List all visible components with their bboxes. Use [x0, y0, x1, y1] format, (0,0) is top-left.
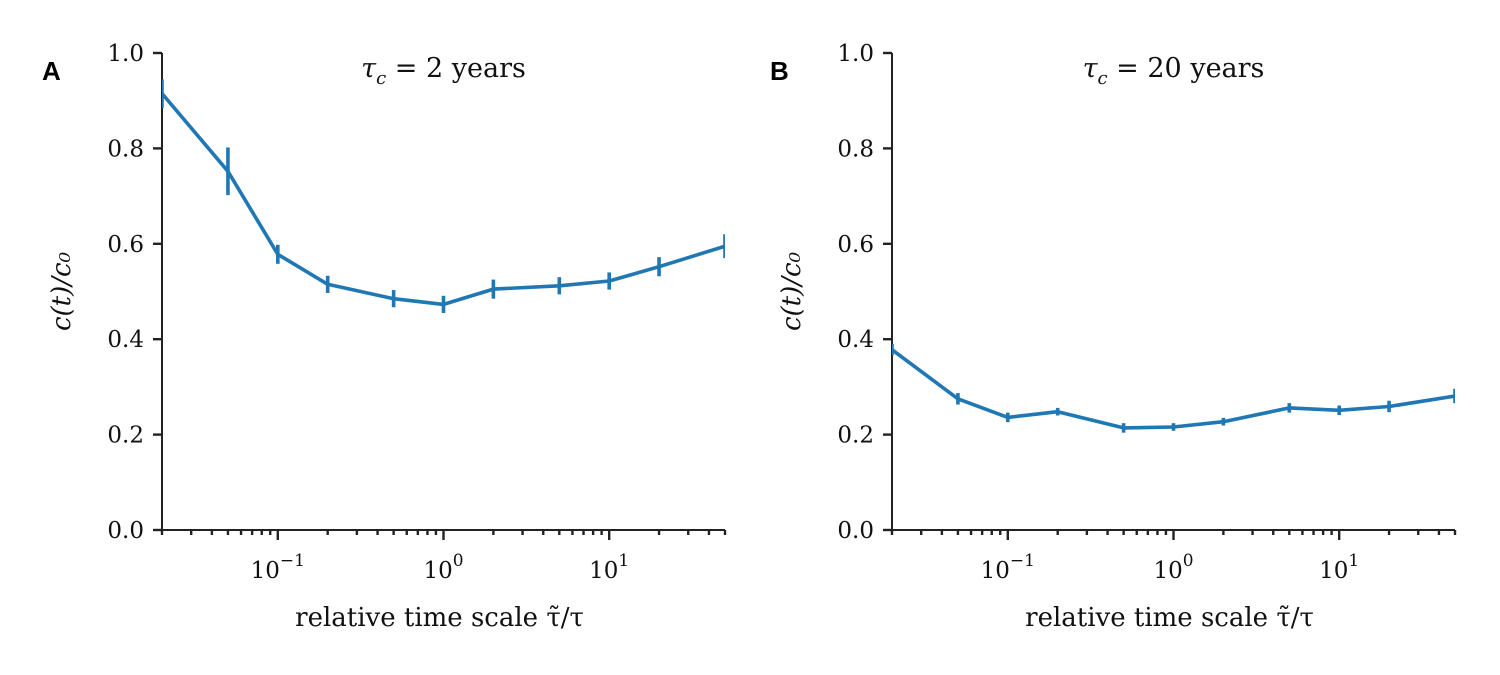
x-tick-label: 101: [589, 551, 629, 584]
x-tick-base: 10: [1153, 558, 1182, 584]
x-tick-label: 101: [1319, 551, 1359, 584]
y-tick-label: 0.2: [837, 423, 874, 449]
y-tick-label: 1.0: [107, 41, 144, 67]
y-tick-label: 0.8: [107, 136, 144, 162]
x-tick-label: 100: [423, 551, 463, 584]
x-tick-exponent: 1: [618, 551, 629, 571]
x-tick-label: 100: [1153, 551, 1193, 584]
chart-title: τc = 20 years: [1083, 53, 1265, 89]
y-axis-label: c(t)/c₀: [47, 251, 77, 331]
y-tick-label: 1.0: [837, 41, 874, 67]
x-tick-exponent: 0: [1183, 551, 1194, 571]
y-tick-label: 0.6: [837, 232, 874, 258]
title-rest: = 2 years: [386, 53, 526, 84]
y-tick-label: 0.6: [107, 232, 144, 258]
title-symbol: τ: [1083, 53, 1099, 84]
x-tick-base: 10: [589, 558, 618, 584]
x-tick-base: 10: [1319, 558, 1348, 584]
panel-letter: B: [770, 56, 789, 86]
x-tick-base: 10: [251, 558, 280, 584]
x-tick-exponent: −1: [280, 551, 305, 571]
chart-title: τc = 2 years: [361, 53, 526, 89]
x-axis-label: relative time scale τ̃/τ: [295, 603, 584, 633]
y-tick-label: 0.2: [107, 423, 144, 449]
x-tick-label: 10−1: [251, 551, 305, 584]
y-tick-label: 0.0: [837, 518, 874, 544]
x-tick-label: 10−1: [981, 551, 1035, 584]
x-axis-label: relative time scale τ̃/τ: [1025, 603, 1314, 633]
title-subscript: c: [376, 68, 386, 89]
y-tick-label: 0.0: [107, 518, 144, 544]
y-tick-label: 0.8: [837, 136, 874, 162]
y-tick-label: 0.4: [107, 327, 144, 353]
series: [892, 343, 1455, 433]
panel-letter: A: [42, 56, 61, 86]
x-tick-base: 10: [423, 558, 452, 584]
title-subscript: c: [1098, 68, 1108, 89]
title-rest: = 20 years: [1108, 53, 1265, 84]
title-symbol: τ: [361, 53, 377, 84]
x-tick-exponent: −1: [1010, 551, 1035, 571]
x-tick-exponent: 1: [1348, 551, 1359, 571]
series-line: [162, 92, 725, 307]
series-line: [892, 348, 1455, 430]
series: [162, 79, 725, 313]
x-tick-exponent: 0: [453, 551, 464, 571]
y-tick-label: 0.4: [837, 327, 874, 353]
x-tick-base: 10: [981, 558, 1010, 584]
y-axis-label: c(t)/c₀: [777, 251, 807, 331]
